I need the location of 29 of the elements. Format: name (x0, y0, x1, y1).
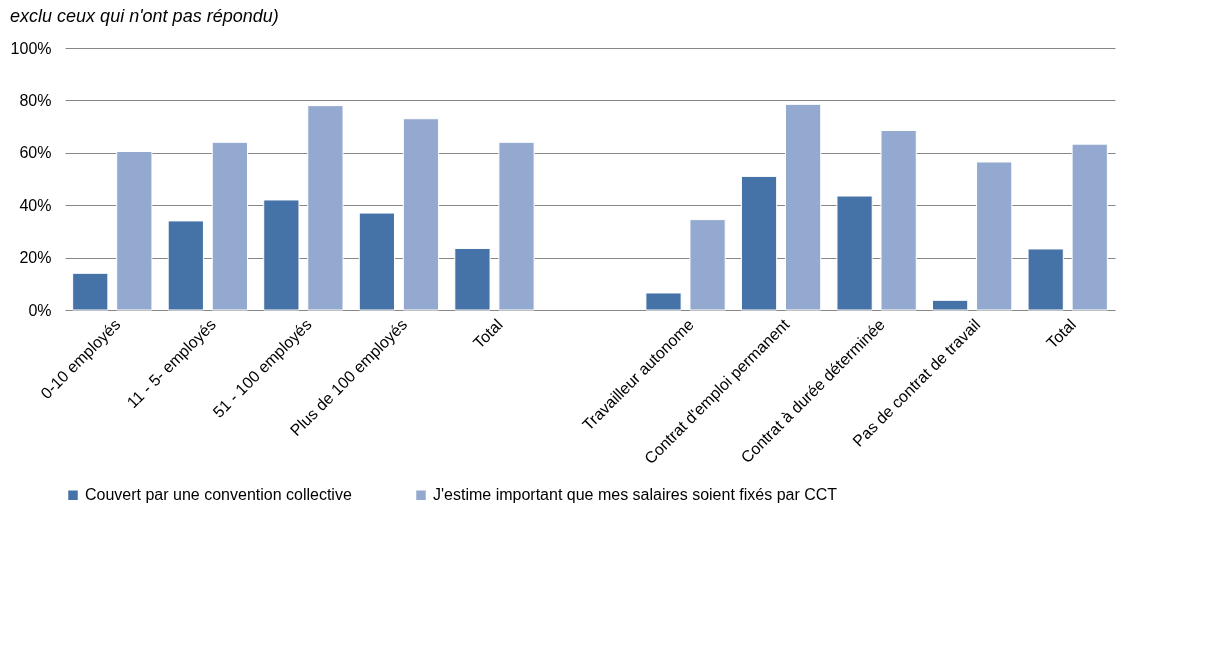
bar (784, 103, 822, 311)
y-tick-label: 20% (19, 249, 52, 267)
bar (645, 292, 682, 311)
y-tick-label: 100% (10, 39, 52, 57)
bar (932, 299, 969, 311)
bar (167, 220, 204, 311)
bar (263, 199, 300, 311)
bar (72, 272, 109, 311)
bar (1071, 143, 1108, 311)
bar (689, 219, 726, 311)
bar (836, 195, 873, 311)
bar (454, 247, 491, 311)
bar (211, 141, 248, 311)
bar (116, 150, 153, 311)
y-tick-label: 40% (19, 196, 52, 214)
chart-subtitle: exclu ceux qui n'ont pas répondu) (10, 6, 279, 26)
legend-label: Couvert par une convention collective (85, 486, 352, 504)
bar (307, 105, 344, 311)
y-tick-label: 0% (28, 301, 52, 319)
y-tick-label: 80% (19, 91, 52, 109)
bar (358, 212, 396, 311)
bar (976, 161, 1013, 311)
bar (880, 130, 917, 311)
bar (498, 141, 535, 311)
y-tick-label: 60% (19, 144, 52, 162)
bar (1027, 248, 1064, 311)
legend-label: J'estime important que mes salaires soient fixés par CCT (433, 486, 838, 504)
bar (740, 175, 778, 311)
bar (402, 118, 440, 311)
